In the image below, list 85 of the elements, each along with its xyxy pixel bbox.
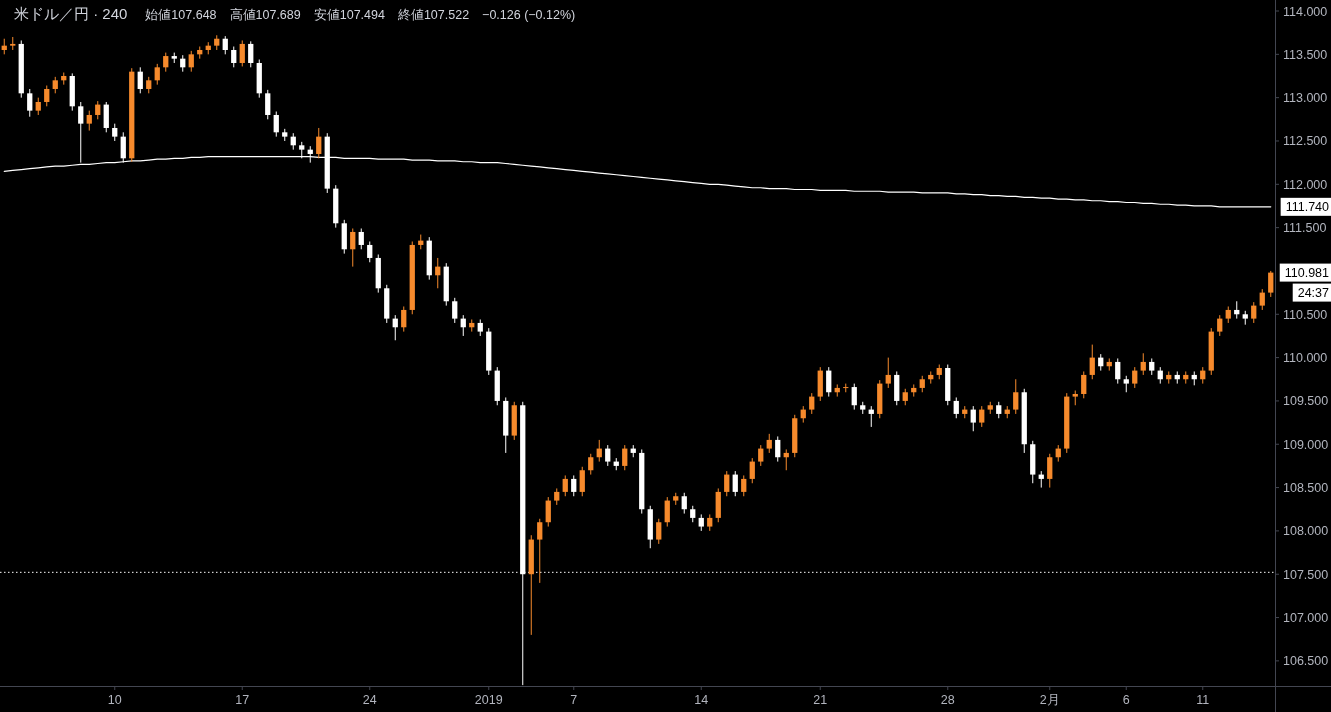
candlestick bbox=[537, 518, 543, 584]
x-tick-label: 24 bbox=[362, 693, 377, 707]
candlestick bbox=[1081, 370, 1087, 399]
x-tick-label: 2019 bbox=[474, 693, 503, 707]
candlestick bbox=[1217, 314, 1223, 337]
candlestick bbox=[265, 89, 271, 120]
y-tick-label: 111.500 bbox=[1283, 221, 1327, 236]
candlestick bbox=[979, 405, 985, 428]
y-tick-label: 106.500 bbox=[1283, 654, 1329, 669]
candlestick bbox=[350, 227, 356, 268]
y-tick-label: 107.000 bbox=[1283, 611, 1329, 626]
candlestick bbox=[367, 240, 373, 263]
candlestick bbox=[775, 435, 781, 463]
x-tick-label: 14 bbox=[694, 693, 709, 707]
candlestick bbox=[622, 444, 628, 471]
candlestick bbox=[1132, 366, 1138, 389]
candlestick bbox=[1115, 357, 1121, 385]
candlestick bbox=[1251, 301, 1257, 324]
candlestick bbox=[1089, 344, 1095, 380]
candlestick bbox=[741, 474, 747, 497]
text: 始値107.648 高値107.689 安値107.494 終値107.522 −0.126 (−0.12%) bbox=[145, 7, 576, 22]
y-tick-label: 110.000 bbox=[1283, 351, 1328, 366]
candlestick bbox=[809, 392, 815, 415]
candlestick bbox=[664, 496, 670, 528]
candlestick bbox=[605, 444, 611, 467]
y-tick-label: 112.000 bbox=[1283, 177, 1328, 192]
candlestick bbox=[86, 110, 92, 132]
candlestick bbox=[163, 52, 169, 73]
candlestick bbox=[749, 457, 755, 484]
candlestick bbox=[970, 405, 976, 432]
candlestick bbox=[766, 433, 772, 454]
y-tick-label: 107.500 bbox=[1283, 567, 1329, 582]
candlestick bbox=[401, 305, 407, 333]
candlestick bbox=[724, 470, 730, 497]
candlestick bbox=[154, 63, 160, 86]
candlestick bbox=[826, 366, 832, 398]
x-tick-label: 6 bbox=[1122, 693, 1130, 707]
x-tick-label: 28 bbox=[940, 693, 955, 707]
candlestick bbox=[137, 66, 143, 94]
candlestick bbox=[239, 39, 245, 67]
candlestick bbox=[452, 297, 458, 324]
y-tick-label: 109.500 bbox=[1283, 394, 1329, 409]
candlestick bbox=[222, 35, 228, 55]
candlestick bbox=[95, 100, 101, 120]
x-tick-label: 2月 bbox=[1039, 693, 1060, 707]
candlestick bbox=[851, 383, 857, 411]
candlestick bbox=[562, 474, 568, 497]
candlestick bbox=[188, 50, 194, 73]
y-tick-label: 110.500 bbox=[1283, 307, 1328, 322]
candlestick bbox=[953, 396, 959, 419]
y-tick-label: 113.000 bbox=[1283, 91, 1328, 106]
y-tick-label: 108.000 bbox=[1283, 524, 1329, 539]
candlestick bbox=[579, 466, 585, 497]
y-tick-label: 114.000 bbox=[1283, 4, 1328, 19]
candlestick bbox=[656, 518, 662, 545]
candlestick bbox=[1047, 453, 1053, 489]
candlestick bbox=[358, 227, 364, 250]
candlestick bbox=[588, 453, 594, 476]
candlestick bbox=[1140, 352, 1146, 376]
x-tick-label: 11 bbox=[1196, 693, 1210, 707]
x-tick-label: 10 bbox=[107, 693, 122, 707]
chart-title: 米ドル／円 · 240 bbox=[14, 5, 128, 22]
candlestick bbox=[231, 46, 237, 68]
candlestick bbox=[273, 111, 279, 138]
x-tick-label: 17 bbox=[235, 693, 250, 707]
y-tick-label: 113.500 bbox=[1283, 47, 1328, 62]
x-tick-label: 21 bbox=[813, 693, 828, 707]
candlestick bbox=[681, 492, 687, 515]
candlestick bbox=[44, 85, 50, 107]
x-tick-label: 7 bbox=[570, 693, 578, 707]
y-tick-label: 112.500 bbox=[1283, 134, 1328, 149]
candlestick bbox=[732, 470, 738, 497]
candlestick bbox=[1268, 270, 1274, 298]
candlestick bbox=[571, 474, 577, 497]
candlestick bbox=[316, 127, 322, 159]
candlestick bbox=[885, 357, 891, 389]
y-tick-label: 108.500 bbox=[1283, 481, 1329, 496]
candlestick bbox=[1013, 378, 1019, 415]
candlestick bbox=[545, 496, 551, 528]
candlestick bbox=[103, 101, 109, 133]
candlestick bbox=[27, 88, 33, 118]
candlestick bbox=[758, 444, 764, 467]
candlestick bbox=[1259, 288, 1265, 311]
candlestick bbox=[248, 40, 254, 68]
y-tick-label: 109.000 bbox=[1283, 437, 1329, 452]
